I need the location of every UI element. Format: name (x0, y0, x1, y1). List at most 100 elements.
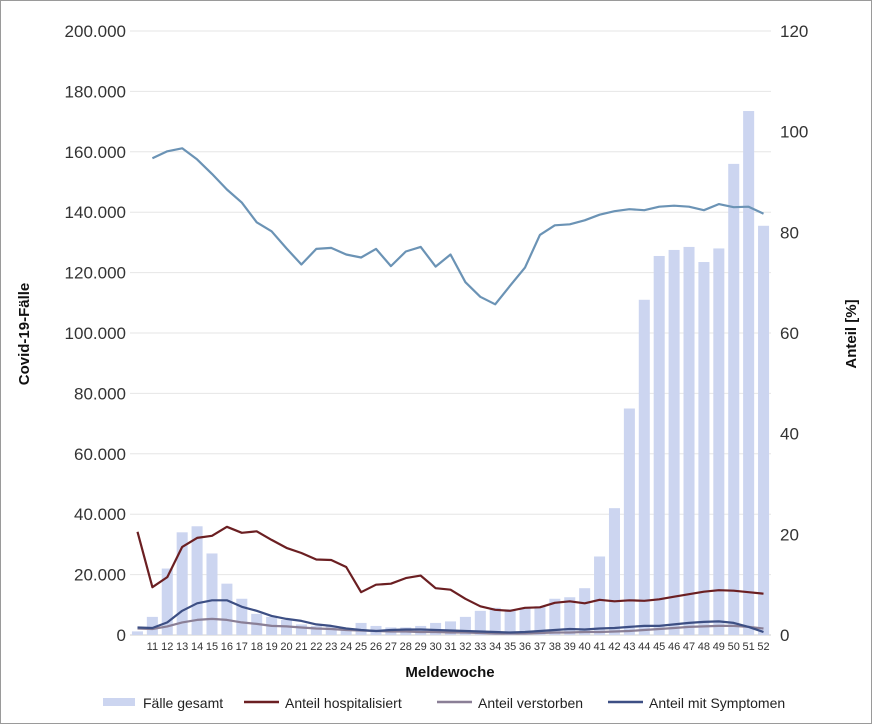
bar-cases-week-33 (474, 610, 486, 635)
y-axis-left-ticks: 0 20.000 40.000 60.000 80.000 100.000 120.000 1… (65, 22, 126, 645)
x-tick-label: 32 (459, 641, 471, 653)
y-tick-label: 20.000 (74, 566, 126, 585)
x-tick-label: 15 (206, 641, 218, 653)
x-tick-label: 42 (608, 641, 620, 653)
x-tick-label: 28 (400, 641, 412, 653)
x-tick-label: 33 (474, 641, 486, 653)
x-axis-ticks: 11 12 13 14 15 16 17 18 19 20 21 22 23 24 25 26 27 28 29 30… (147, 641, 770, 653)
y-tick-label: 180.000 (65, 82, 126, 101)
bar-cases-week-21 (295, 624, 307, 635)
x-tick-label: 49 (713, 641, 725, 653)
y-axis-right-title: Anteil [%] (843, 299, 860, 368)
x-tick-label: 51 (743, 641, 755, 653)
bar-cases-week-35 (504, 609, 516, 635)
y-axis-right-ticks: 0 20 40 60 80 100 120 (780, 22, 808, 645)
x-tick-label: 39 (564, 641, 576, 653)
x-tick-label: 37 (534, 641, 546, 653)
line-series-1 (137, 617, 764, 635)
x-tick-label: 45 (653, 641, 665, 653)
x-tick-label: 22 (310, 641, 322, 653)
y-tick-label: 160.000 (65, 143, 126, 162)
x-tick-label: 30 (429, 641, 441, 653)
y-tick-label: 60.000 (74, 445, 126, 464)
bar-cases-week-43 (623, 408, 635, 635)
x-tick-label: 16 (221, 641, 233, 653)
x-tick-label: 41 (593, 641, 605, 653)
x-tick-label: 17 (236, 641, 248, 653)
legend-label-deceased: Anteil verstorben (478, 695, 583, 711)
y-tick-label: 0 (117, 626, 126, 645)
bar-cases-week-23 (325, 625, 337, 635)
bar-cases-week-47 (683, 246, 695, 635)
bar-cases-week-39 (564, 597, 576, 635)
bar-cases-week-49 (713, 248, 725, 635)
x-tick-label: 11 (147, 641, 158, 653)
bar-cases-week-31 (444, 621, 457, 635)
legend-label-hospitalized: Anteil hospitalisiert (285, 695, 402, 711)
bar-cases-week-40 (579, 588, 591, 635)
x-tick-label: 19 (265, 641, 277, 653)
bar-cases-week-52 (758, 225, 770, 636)
bar-cases-week-16 (221, 583, 233, 635)
x-axis-title: Meldewoche (405, 664, 494, 681)
x-tick-label: 38 (549, 641, 561, 653)
x-tick-label: 50 (728, 641, 740, 653)
y2-tick-label: 0 (780, 626, 789, 645)
x-tick-label: 27 (385, 641, 397, 653)
bar-cases-week-15 (206, 553, 218, 635)
y-tick-label: 120.000 (65, 264, 126, 283)
x-tick-label: 35 (504, 641, 516, 653)
line-series-3 (151, 147, 764, 306)
x-tick-label: 26 (370, 641, 382, 653)
x-tick-label: 23 (325, 641, 337, 653)
bar-cases-week-42 (608, 508, 620, 635)
x-tick-label: 18 (251, 641, 263, 653)
bar-cases-week-32 (459, 616, 471, 635)
bar-cases-week-41 (594, 556, 606, 635)
y-tick-label: 140.000 (65, 203, 126, 222)
x-tick-label: 29 (415, 641, 427, 653)
x-tick-label: 47 (683, 641, 695, 653)
bar-cases-week-11 (146, 616, 158, 635)
bar-cases-week-50 (728, 163, 740, 635)
x-tick-label: 48 (698, 641, 710, 653)
y-tick-label: 100.000 (65, 324, 126, 343)
x-tick-label: 34 (489, 641, 501, 653)
legend-label-symptoms: Anteil mit Symptomen (649, 695, 785, 711)
x-tick-label: 14 (191, 641, 203, 653)
x-tick-label: 13 (176, 641, 188, 653)
bar-cases-week-10 (131, 631, 143, 635)
bar-series-cases (131, 111, 770, 636)
x-tick-label: 40 (579, 641, 591, 653)
bar-cases-week-12 (161, 568, 173, 635)
legend-swatch-cases (103, 698, 135, 706)
bar-cases-week-38 (549, 598, 561, 635)
bar-cases-week-14 (191, 526, 203, 635)
bar-cases-week-24 (340, 628, 352, 635)
y2-tick-label: 100 (780, 123, 808, 142)
x-tick-label: 44 (638, 641, 650, 653)
x-tick-label: 12 (161, 641, 173, 653)
bar-cases-week-34 (489, 607, 501, 635)
legend-label-cases: Fälle gesamt (143, 695, 223, 711)
x-tick-label: 46 (668, 641, 680, 653)
x-tick-label: 21 (295, 641, 307, 653)
bar-cases-week-45 (653, 255, 665, 636)
bar-cases-week-51 (743, 111, 755, 635)
y-axis-left-title: Covid-19-Fälle (16, 283, 33, 386)
x-tick-label: 20 (280, 641, 292, 653)
y2-tick-label: 40 (780, 425, 799, 444)
x-tick-label: 31 (444, 641, 456, 653)
bar-cases-week-13 (176, 532, 188, 635)
bar-cases-week-22 (310, 625, 322, 635)
line-series-2 (137, 599, 764, 634)
y2-tick-label: 60 (780, 324, 799, 343)
x-tick-label: 25 (355, 641, 367, 653)
bar-cases-week-44 (638, 299, 650, 635)
y-tick-label: 200.000 (65, 22, 126, 41)
bar-cases-week-36 (519, 607, 531, 635)
x-tick-label: 24 (340, 641, 352, 653)
x-tick-label: 52 (757, 641, 769, 653)
y2-tick-label: 120 (780, 22, 808, 41)
